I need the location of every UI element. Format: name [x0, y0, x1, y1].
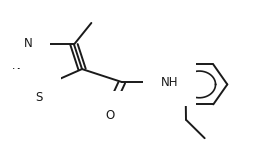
- Text: NH: NH: [161, 76, 178, 89]
- Text: O: O: [105, 109, 115, 122]
- Text: S: S: [36, 91, 43, 104]
- Text: N: N: [24, 37, 33, 50]
- Text: N: N: [12, 60, 21, 73]
